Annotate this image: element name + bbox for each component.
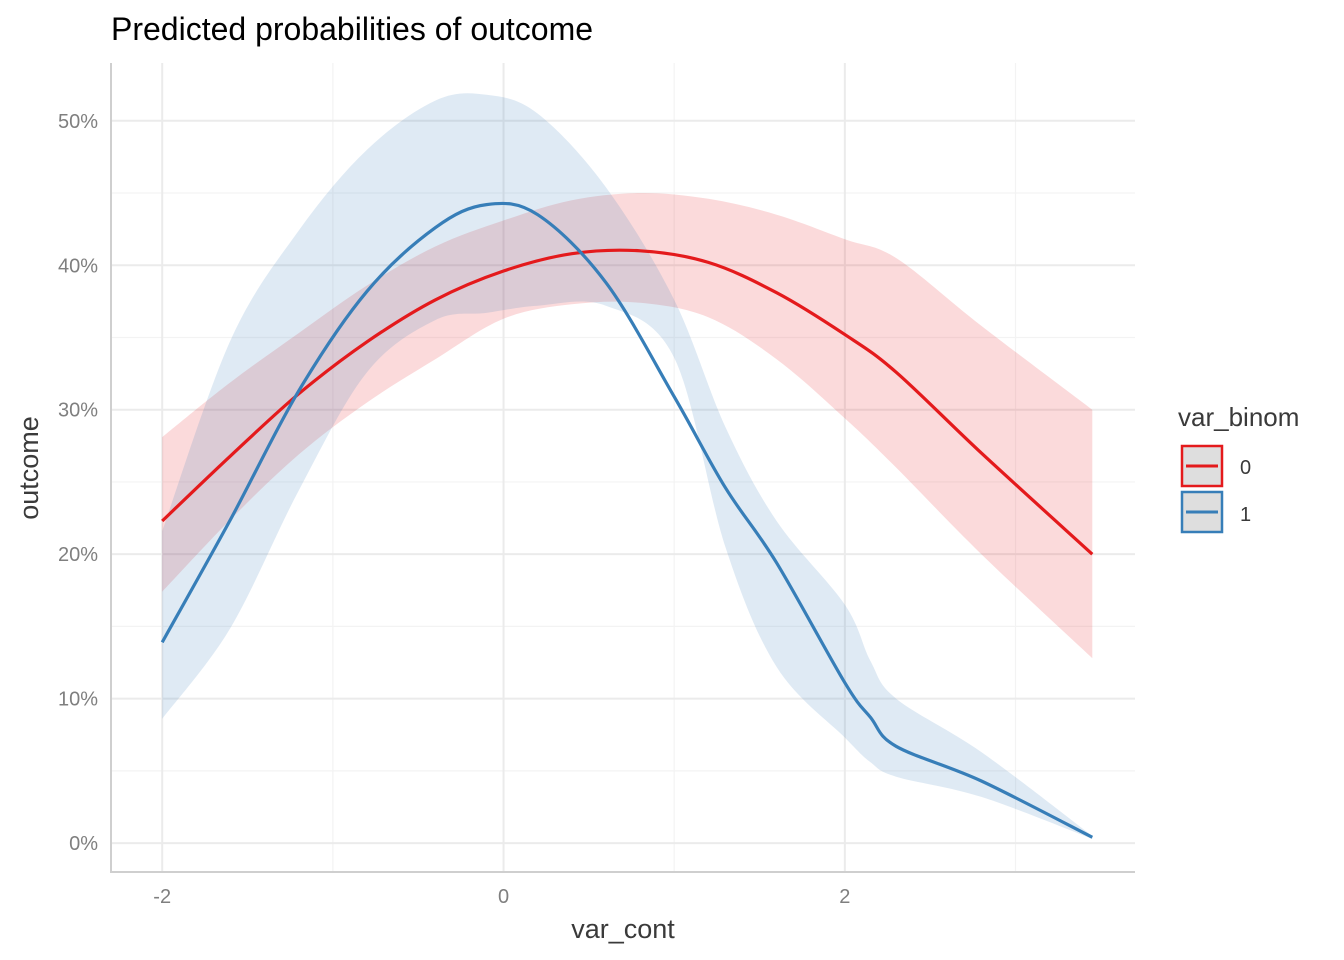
y-tick-label: 20% bbox=[58, 544, 98, 566]
line-series-1 bbox=[160, 201, 1094, 839]
confidence-ribbons bbox=[162, 93, 1093, 839]
legend-label-1: 1 bbox=[1240, 504, 1251, 526]
x-tick-label: -2 bbox=[153, 886, 171, 908]
x-axis-title: var_cont bbox=[571, 914, 675, 944]
minor-gridlines bbox=[111, 63, 1135, 872]
chart-title: Predicted probabilities of outcome bbox=[111, 11, 593, 47]
legend-label-0: 0 bbox=[1240, 457, 1251, 479]
y-tick-label: 0% bbox=[69, 833, 98, 855]
legend: var_binom 0 1 bbox=[1178, 402, 1299, 534]
x-tick-label: 2 bbox=[839, 886, 850, 908]
y-tick-label: 50% bbox=[58, 111, 98, 133]
y-axis-title: outcome bbox=[14, 416, 44, 520]
line-series-0 bbox=[161, 248, 1094, 556]
series-lines bbox=[160, 201, 1094, 839]
major-gridlines bbox=[111, 63, 1135, 872]
y-tick-label: 30% bbox=[58, 400, 98, 422]
y-tick-label: 10% bbox=[58, 689, 98, 711]
ribbon-series-0 bbox=[162, 192, 1093, 659]
y-tick-label: 40% bbox=[58, 255, 98, 277]
legend-title: var_binom bbox=[1178, 402, 1299, 432]
x-tick-label: 0 bbox=[498, 886, 509, 908]
x-tick-labels: -2 0 2 bbox=[153, 886, 850, 908]
legend-item-0: 0 bbox=[1180, 444, 1251, 488]
legend-item-1: 1 bbox=[1180, 490, 1251, 534]
y-tick-labels: 0% 10% 20% 30% 40% 50% bbox=[58, 111, 98, 855]
ribbon-series-1 bbox=[162, 93, 1093, 839]
